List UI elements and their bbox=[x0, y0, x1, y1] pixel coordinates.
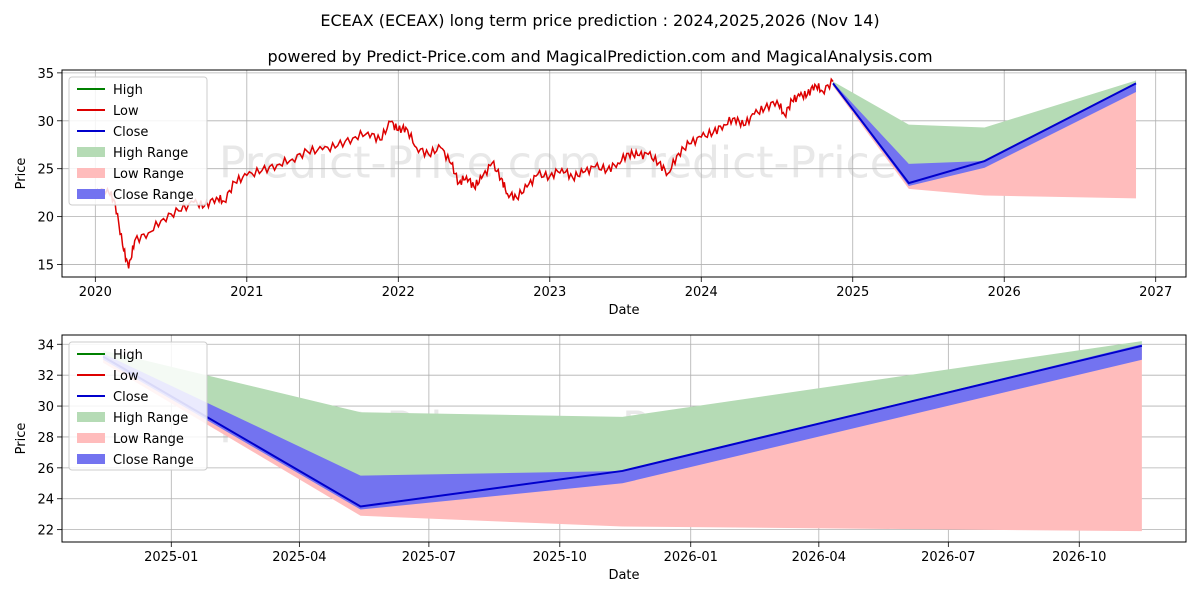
x-tick-label: 2025-04 bbox=[272, 550, 326, 565]
y-tick-label: 35 bbox=[37, 67, 54, 82]
legend-swatch-patch bbox=[77, 147, 105, 157]
close-range-band bbox=[833, 82, 1137, 186]
legend-label: High bbox=[113, 83, 143, 98]
y-tick-label: 22 bbox=[37, 524, 54, 539]
legend-label: Low bbox=[113, 104, 139, 119]
legend-label: Close Range bbox=[113, 188, 194, 203]
x-axis-label: Date bbox=[608, 568, 639, 583]
legend-label: Low bbox=[113, 369, 139, 384]
legend-label: Close bbox=[113, 125, 148, 140]
y-tick-label: 30 bbox=[37, 115, 54, 130]
watermark-left: Predict-Price.com bbox=[219, 138, 602, 189]
y-tick-label: 20 bbox=[37, 211, 54, 226]
legend-label: Close Range bbox=[113, 453, 194, 468]
x-tick-label: 2026 bbox=[988, 285, 1021, 300]
legend-label: High Range bbox=[113, 411, 188, 426]
legend-label: Low Range bbox=[113, 167, 184, 182]
x-axis-label: Date bbox=[608, 303, 639, 318]
y-tick-label: 34 bbox=[37, 338, 54, 353]
chart-subtitle: powered by Predict-Price.com and Magical… bbox=[267, 47, 932, 66]
legend: High Low Close High Range Low Range Close Ran… bbox=[68, 76, 208, 206]
x-tick-label: 2025-07 bbox=[402, 550, 456, 565]
y-tick-label: 26 bbox=[37, 462, 54, 477]
legend-swatch-patch bbox=[77, 454, 105, 464]
plot-frame bbox=[61, 69, 1187, 278]
plot-area bbox=[94, 77, 1137, 269]
legend-label: Close bbox=[113, 390, 148, 405]
low-range-band bbox=[103, 345, 1142, 532]
y-axis-label: Price bbox=[14, 423, 29, 455]
plot-frame bbox=[61, 334, 1187, 543]
y-tick-label: 24 bbox=[37, 493, 54, 508]
legend-label: High bbox=[113, 348, 143, 363]
x-tick-label: 2025 bbox=[836, 285, 869, 300]
low-price-line bbox=[94, 77, 834, 269]
close-forecast-line bbox=[102, 344, 1143, 508]
x-tick-label: 2024 bbox=[685, 285, 718, 300]
legend-swatch-patch bbox=[77, 168, 105, 178]
y-tick-label: 15 bbox=[37, 259, 54, 274]
x-tick-label: 2026-01 bbox=[664, 550, 718, 565]
x-tick-label: 2025-10 bbox=[533, 550, 587, 565]
legend-swatch-patch bbox=[77, 412, 105, 422]
close-forecast-line bbox=[832, 82, 1137, 185]
high-range-band bbox=[833, 80, 1137, 184]
close-range-band bbox=[103, 344, 1142, 510]
x-tick-label: 2025-01 bbox=[144, 550, 198, 565]
y-tick-label: 30 bbox=[37, 400, 54, 415]
x-tick-label: 2021 bbox=[230, 285, 263, 300]
y-tick-label: 28 bbox=[37, 431, 54, 446]
x-tick-label: 2026-07 bbox=[921, 550, 975, 565]
x-tick-label: 2022 bbox=[382, 285, 415, 300]
x-tick-label: 2026-10 bbox=[1052, 550, 1106, 565]
legend: High Low Close High Range Low Range Close Ran… bbox=[68, 341, 208, 471]
low-range-band bbox=[833, 83, 1137, 199]
panel-forecast-zoom: Predict-Price.comPredict-Price.com2025-0… bbox=[14, 334, 1187, 583]
x-tick-label: 2026-04 bbox=[792, 550, 846, 565]
legend-swatch-patch bbox=[77, 433, 105, 443]
legend-label: High Range bbox=[113, 146, 188, 161]
y-tick-label: 25 bbox=[37, 163, 54, 178]
high-range-band bbox=[103, 341, 1142, 507]
plot-area bbox=[102, 341, 1143, 532]
legend-label: Low Range bbox=[113, 432, 184, 447]
legend-swatch-patch bbox=[77, 189, 105, 199]
chart-title: ECEAX (ECEAX) long term price prediction… bbox=[320, 11, 879, 30]
x-tick-label: 2027 bbox=[1139, 285, 1172, 300]
x-tick-label: 2020 bbox=[79, 285, 112, 300]
y-tick-label: 32 bbox=[37, 369, 54, 384]
y-axis-label: Price bbox=[14, 158, 29, 190]
x-tick-label: 2023 bbox=[533, 285, 566, 300]
